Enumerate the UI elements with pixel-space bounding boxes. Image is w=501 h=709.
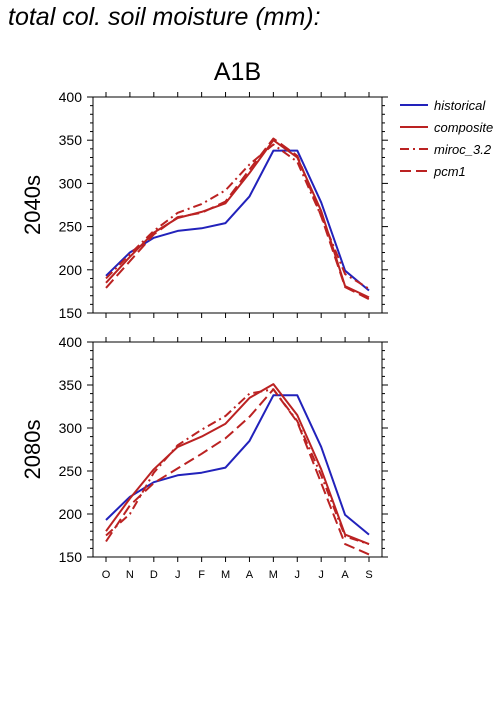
- y-tick-label: 400: [59, 89, 83, 105]
- series-line-pcm1: [105, 388, 370, 556]
- y-axis-label: 2040s: [20, 175, 45, 235]
- y-tick-label: 400: [59, 334, 83, 350]
- legend-label: historical: [434, 98, 486, 113]
- x-tick-label: M: [269, 569, 278, 581]
- x-tick-label: F: [198, 569, 205, 581]
- x-tick-label: J: [175, 569, 181, 581]
- y-tick-label: 200: [59, 262, 83, 278]
- plot-frame: [92, 341, 383, 558]
- y-tick-label: 300: [59, 175, 83, 191]
- series-line-miroc-3-2: [105, 143, 370, 290]
- x-tick-label: A: [341, 569, 349, 581]
- x-tick-label: O: [102, 569, 111, 581]
- legend-label: miroc_3.2: [434, 142, 492, 157]
- y-tick-label: 250: [59, 463, 83, 479]
- series-line-composite: [105, 139, 370, 299]
- chart-title: A1B: [214, 58, 261, 86]
- series-line-pcm1: [105, 137, 370, 301]
- y-tick-label: 150: [59, 305, 83, 321]
- chart-panel-2: 150 200 250 300 350 400 O N D J F M A M J J A S 2080s: [20, 334, 388, 581]
- x-tick-label: J: [295, 569, 301, 581]
- series-line-composite: [105, 383, 370, 546]
- y-tick-label: 150: [59, 549, 83, 565]
- y-tick-label: 250: [59, 219, 83, 235]
- y-tick-label: 200: [59, 506, 83, 522]
- y-tick-label: 350: [59, 377, 83, 393]
- legend-label: composite: [434, 120, 493, 135]
- series-line-miroc-3-2: [105, 388, 370, 546]
- y-tick-label: 300: [59, 420, 83, 436]
- plot-frame: [92, 96, 383, 314]
- y-axis-label: 2080s: [20, 420, 45, 480]
- chart-panel-1: 150 200 250 300 350 400 2040s A1B historical comp…: [20, 58, 493, 321]
- x-tick-label: M: [221, 569, 230, 581]
- legend: historical composite miroc_3.2 pcm1: [400, 98, 493, 179]
- x-tick-label: S: [365, 569, 372, 581]
- x-tick-label: N: [126, 569, 134, 581]
- y-tick-label: 350: [59, 132, 83, 148]
- page-title: total col. soil moisture (mm):: [8, 3, 321, 31]
- legend-label: pcm1: [433, 164, 466, 179]
- series-line-historical: [105, 394, 370, 536]
- x-tick-label: J: [318, 569, 324, 581]
- x-tick-label: A: [246, 569, 254, 581]
- series-line-historical: [105, 149, 370, 292]
- x-tick-label: D: [150, 569, 158, 581]
